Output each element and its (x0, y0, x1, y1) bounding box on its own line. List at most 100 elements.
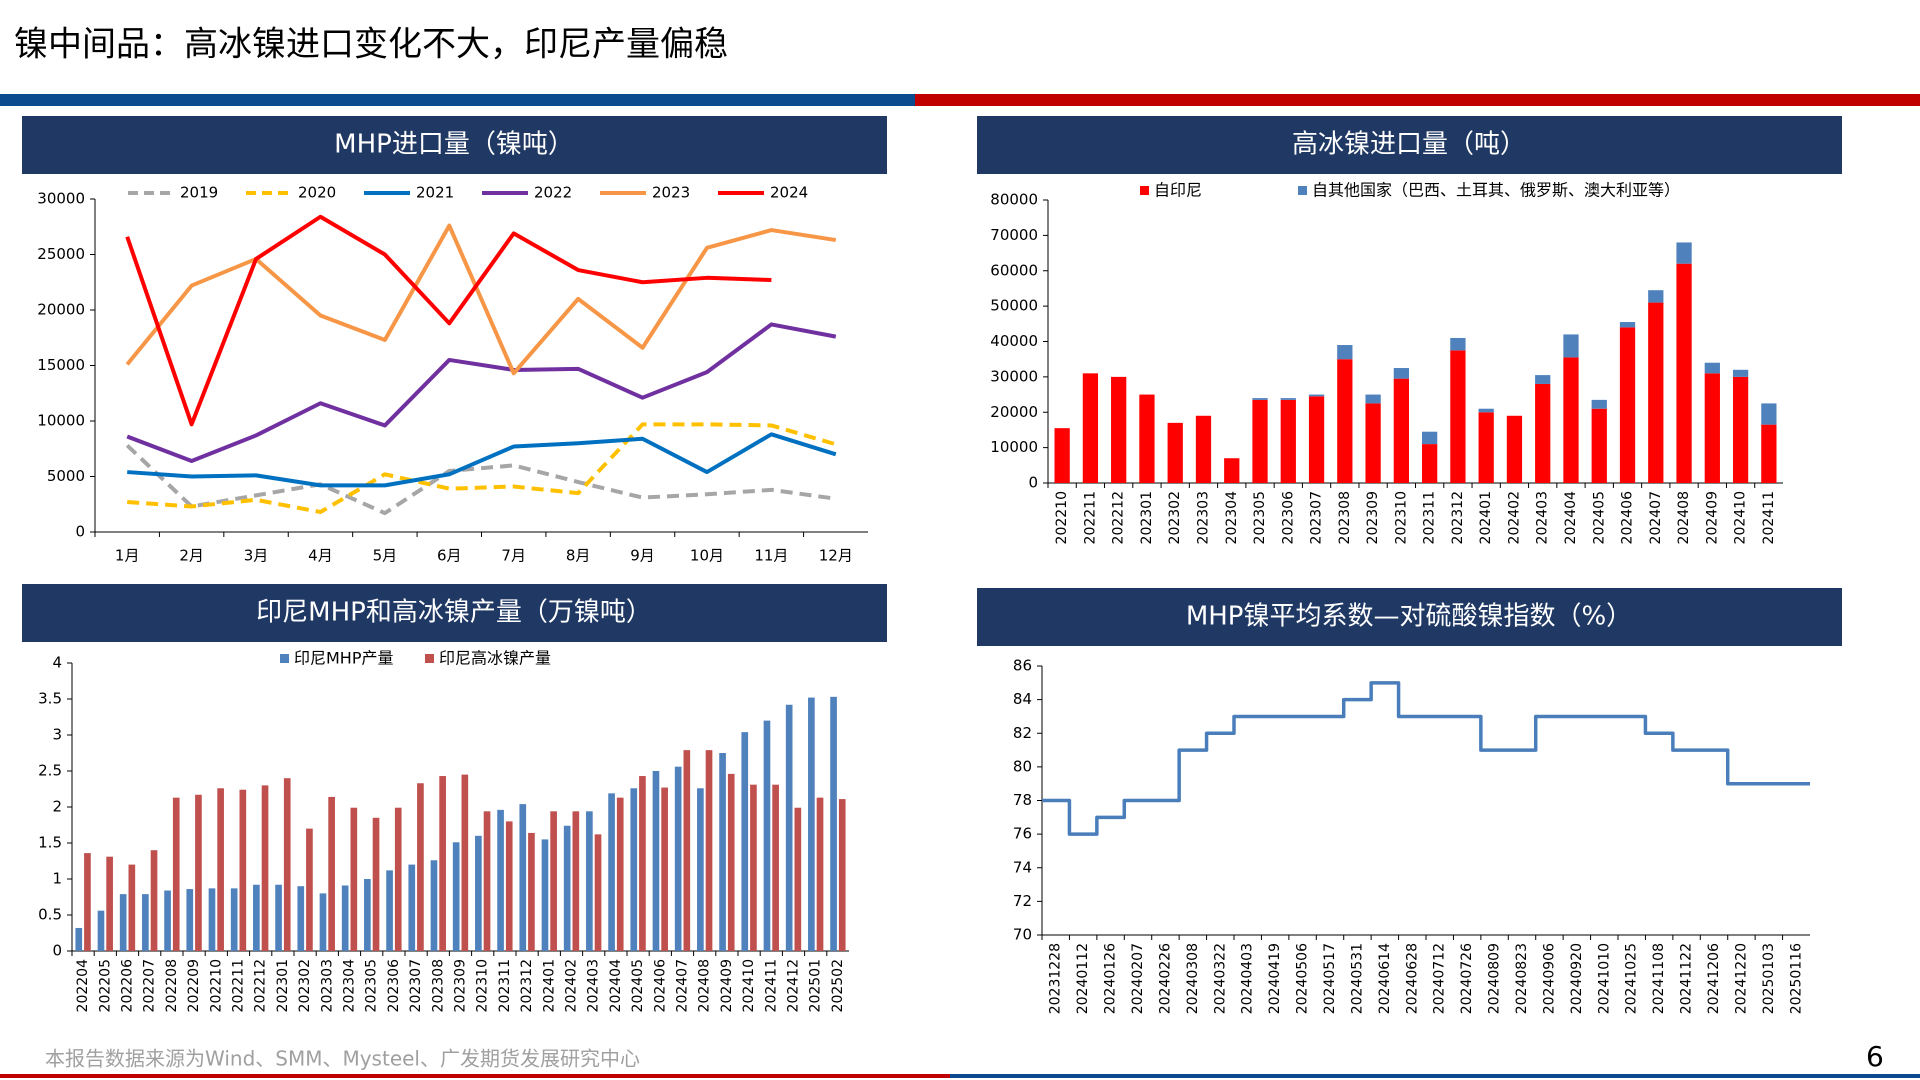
bar-segment (1280, 399, 1296, 483)
chart-title: MHP镍平均系数—对硫酸镍指数（%） (1186, 602, 1632, 632)
y-tick-label: 0 (52, 942, 62, 960)
x-tick-label: 202311 (497, 959, 513, 1012)
x-tick-label: 202408 (697, 959, 713, 1012)
x-tick-label: 20250116 (1788, 943, 1804, 1014)
bar (652, 771, 660, 951)
y-tick-label: 72 (1013, 892, 1032, 910)
bar (208, 888, 216, 951)
bar-segment (1422, 431, 1438, 445)
x-tick-label: 202209 (186, 959, 202, 1012)
x-tick-label: 202310 (475, 959, 491, 1012)
y-tick-label: 86 (1013, 657, 1032, 675)
x-tick-label: 4月 (308, 547, 333, 565)
y-tick-label: 20000 (990, 403, 1038, 421)
panel-header (977, 116, 1842, 174)
x-tick-label: 202401 (1478, 491, 1494, 544)
y-tick-label: 1.5 (38, 834, 62, 852)
bar (719, 753, 726, 951)
bar-segment (1535, 383, 1551, 483)
x-tick-label: 202502 (830, 959, 846, 1012)
x-tick-label: 202211 (1082, 491, 1098, 544)
x-tick-label: 10月 (690, 547, 724, 565)
bar (452, 842, 460, 951)
y-tick-label: 60000 (990, 261, 1038, 279)
y-tick-label: 76 (1013, 825, 1032, 843)
bar (417, 783, 424, 951)
legend-swatch (280, 654, 289, 663)
x-tick-label: 202309 (453, 959, 469, 1012)
bar (661, 787, 668, 951)
bar-segment (1195, 415, 1212, 483)
legend-label: 2023 (652, 184, 690, 202)
series-line (127, 432, 837, 488)
x-tick-label: 20240531 (1349, 943, 1365, 1014)
legend-label: 印尼高冰镍产量 (439, 649, 551, 668)
x-tick-label: 202308 (430, 959, 446, 1012)
y-tick-label: 0 (75, 523, 85, 541)
legend-swatch (1140, 186, 1149, 195)
bar (727, 773, 735, 951)
bar (586, 811, 593, 951)
x-tick-label: 20240614 (1377, 943, 1393, 1014)
bar-segment (1648, 302, 1664, 483)
bar-segment (1732, 369, 1749, 377)
bar (186, 889, 194, 951)
bar (217, 788, 224, 951)
bar-segment (1478, 408, 1494, 413)
x-tick-label: 20241220 (1733, 943, 1749, 1014)
stripe-red (915, 94, 1920, 106)
page-number: 6 (1866, 1040, 1884, 1073)
x-tick-label: 202204 (75, 959, 91, 1013)
x-tick-label: 202308 (1337, 491, 1353, 544)
x-tick-label: 202501 (808, 959, 824, 1012)
x-tick-label: 202211 (231, 959, 247, 1012)
y-tick-label: 40000 (990, 332, 1038, 350)
bar (674, 766, 682, 951)
x-tick-label: 20240920 (1569, 943, 1585, 1014)
x-tick-label: 20240906 (1541, 943, 1557, 1014)
y-tick-label: 3 (52, 726, 62, 744)
series-line (125, 214, 772, 427)
legend-swatch (425, 654, 434, 663)
x-tick-label: 202208 (164, 959, 180, 1012)
bar-segment (1054, 428, 1070, 483)
x-tick-label: 202212 (253, 959, 269, 1012)
bar-segment (1252, 399, 1268, 483)
bar-segment (1591, 399, 1607, 409)
x-tick-label: 202309 (1365, 491, 1381, 544)
x-tick-label: 202407 (675, 959, 691, 1012)
bar (697, 788, 704, 951)
bar-segment (1337, 359, 1353, 483)
panel-header (22, 116, 887, 174)
series-line (125, 443, 837, 516)
bar (275, 884, 282, 951)
y-tick-label: 10000 (990, 438, 1038, 456)
bar-segment (1648, 290, 1664, 303)
x-tick-label: 202210 (208, 959, 224, 1012)
y-tick-label: 5000 (47, 467, 85, 485)
bar (106, 856, 113, 951)
bar-segment (1732, 376, 1749, 483)
bar (563, 825, 571, 951)
bar-segment (1308, 396, 1325, 483)
x-tick-label: 202401 (541, 959, 557, 1012)
bar-segment (1676, 242, 1692, 264)
bar (616, 797, 624, 951)
legend-label: 2022 (534, 184, 572, 202)
bar-segment (1111, 376, 1127, 483)
panel-header (22, 584, 887, 642)
x-tick-label: 202205 (97, 959, 113, 1012)
x-tick-label: 202306 (1280, 491, 1296, 545)
bar-segment (1280, 398, 1296, 400)
bar (142, 894, 149, 951)
bar (261, 785, 269, 951)
bar (119, 894, 127, 951)
bar (794, 807, 802, 951)
bar (705, 750, 713, 951)
x-tick-label: 20240126 (1103, 943, 1119, 1014)
y-tick-label: 50000 (990, 297, 1038, 315)
x-tick-label: 202408 (1676, 491, 1692, 544)
x-tick-label: 2月 (179, 547, 204, 565)
bar (830, 696, 837, 951)
